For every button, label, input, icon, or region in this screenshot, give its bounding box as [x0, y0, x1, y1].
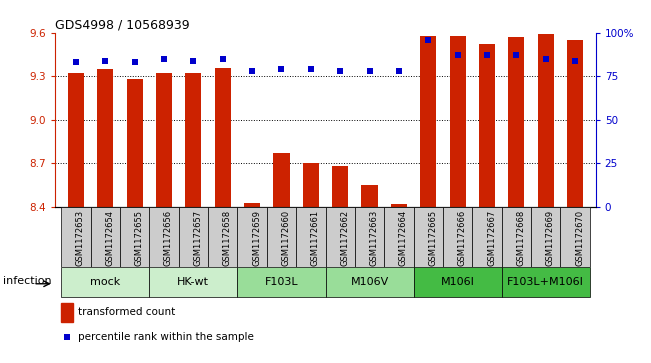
Text: F103L+M106I: F103L+M106I	[507, 277, 584, 287]
Point	[335, 68, 346, 74]
Text: M106V: M106V	[350, 277, 389, 287]
Text: transformed count: transformed count	[78, 307, 175, 317]
Text: GSM1172670: GSM1172670	[575, 210, 584, 266]
Bar	[391, 204, 407, 207]
Text: percentile rank within the sample: percentile rank within the sample	[78, 332, 254, 342]
Point	[570, 58, 580, 64]
Bar	[413, 268, 502, 297]
Bar	[473, 207, 502, 267]
Bar	[538, 34, 554, 207]
Point	[276, 66, 286, 72]
Point	[452, 52, 463, 58]
Bar	[326, 207, 355, 267]
Text: GSM1172668: GSM1172668	[516, 210, 525, 266]
Bar	[238, 268, 326, 297]
Bar	[90, 207, 120, 267]
Bar	[508, 37, 525, 207]
Bar	[215, 68, 231, 207]
Point	[159, 56, 169, 62]
Bar	[273, 153, 290, 207]
Bar	[149, 268, 238, 297]
Text: GSM1172667: GSM1172667	[487, 210, 496, 266]
Point	[61, 334, 72, 340]
Bar	[186, 73, 201, 207]
Bar	[420, 36, 436, 207]
Bar	[326, 268, 413, 297]
Text: GSM1172656: GSM1172656	[164, 210, 173, 266]
Bar	[443, 207, 473, 267]
Bar	[531, 207, 561, 267]
Text: GSM1172662: GSM1172662	[340, 210, 349, 266]
Point	[71, 60, 81, 65]
Point	[188, 58, 199, 64]
Point	[217, 56, 228, 62]
Bar	[120, 207, 149, 267]
Bar	[267, 207, 296, 267]
Bar	[61, 303, 73, 322]
Text: M106I: M106I	[441, 277, 475, 287]
Bar	[413, 207, 443, 267]
Point	[247, 68, 257, 74]
Text: GSM1172669: GSM1172669	[546, 210, 555, 266]
Bar	[149, 207, 178, 267]
Bar	[296, 207, 326, 267]
Text: GSM1172658: GSM1172658	[223, 210, 232, 266]
Bar	[361, 185, 378, 207]
Text: F103L: F103L	[265, 277, 298, 287]
Bar	[502, 268, 590, 297]
Point	[365, 68, 375, 74]
Bar	[303, 163, 319, 207]
Point	[130, 60, 140, 65]
Point	[482, 52, 492, 58]
Text: GSM1172663: GSM1172663	[370, 210, 378, 266]
Bar	[567, 40, 583, 207]
Text: GSM1172659: GSM1172659	[252, 210, 261, 266]
Bar	[450, 36, 465, 207]
Bar	[502, 207, 531, 267]
Bar	[156, 73, 172, 207]
Text: GSM1172664: GSM1172664	[399, 210, 408, 266]
Bar	[68, 73, 84, 207]
Bar	[332, 166, 348, 207]
Point	[540, 56, 551, 62]
Point	[394, 68, 404, 74]
Bar	[208, 207, 238, 267]
Text: HK-wt: HK-wt	[177, 277, 210, 287]
Point	[305, 66, 316, 72]
Bar	[244, 203, 260, 207]
Bar	[61, 207, 90, 267]
Point	[100, 58, 111, 64]
Text: infection: infection	[3, 276, 51, 286]
Point	[511, 52, 521, 58]
Text: GSM1172661: GSM1172661	[311, 210, 320, 266]
Bar	[561, 207, 590, 267]
Text: GSM1172660: GSM1172660	[281, 210, 290, 266]
Text: GSM1172666: GSM1172666	[458, 210, 467, 266]
Text: GSM1172653: GSM1172653	[76, 210, 85, 266]
Bar	[97, 69, 113, 207]
Text: GSM1172654: GSM1172654	[105, 210, 115, 266]
Bar	[238, 207, 267, 267]
Text: mock: mock	[90, 277, 120, 287]
Bar	[384, 207, 413, 267]
Bar	[61, 268, 149, 297]
Point	[423, 37, 434, 42]
Bar	[479, 44, 495, 207]
Text: GDS4998 / 10568939: GDS4998 / 10568939	[55, 19, 190, 32]
Bar	[178, 207, 208, 267]
Bar	[126, 79, 143, 207]
Text: GSM1172665: GSM1172665	[428, 210, 437, 266]
Text: GSM1172655: GSM1172655	[135, 210, 144, 266]
Bar	[355, 207, 384, 267]
Text: GSM1172657: GSM1172657	[193, 210, 202, 266]
